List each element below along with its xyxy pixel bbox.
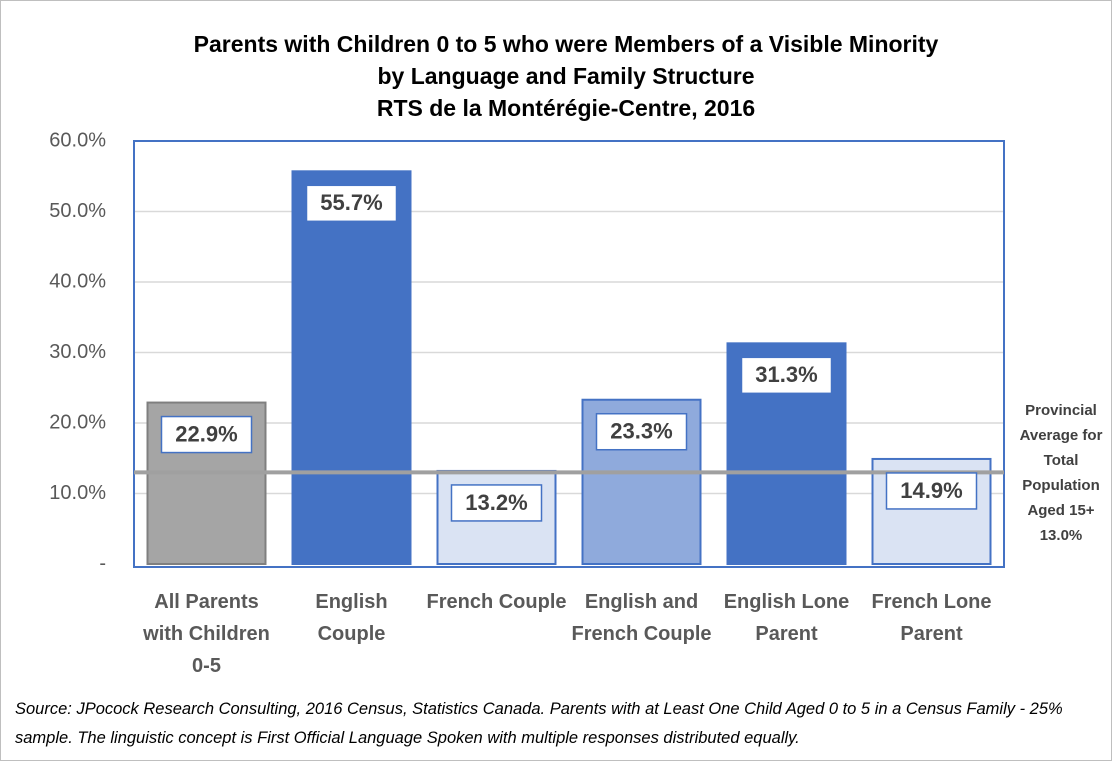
plot-area bbox=[133, 140, 1005, 568]
y-tick-label: 50.0% bbox=[49, 200, 106, 222]
reference-text: Provincial Average for Total Population … bbox=[1019, 402, 1103, 519]
reference-annotation: Provincial Average for Total Population … bbox=[1009, 398, 1111, 548]
y-tick-label: - bbox=[99, 552, 106, 574]
reference-value: 13.0% bbox=[1039, 527, 1083, 544]
chart-title: Parents with Children 0 to 5 who were Me… bbox=[194, 31, 939, 57]
value-label-box bbox=[885, 472, 978, 510]
value-label: 31.3% bbox=[755, 362, 817, 387]
value-label-box bbox=[740, 356, 833, 395]
y-tick-label: 60.0% bbox=[49, 129, 106, 151]
value-label-box bbox=[595, 412, 688, 451]
value-label-box bbox=[305, 184, 398, 223]
chart-title: by Language and Family Structure bbox=[377, 63, 754, 89]
x-tick-label: English Lone Parent bbox=[723, 591, 850, 645]
value-label: 13.2% bbox=[465, 490, 527, 515]
value-label-box bbox=[160, 415, 253, 454]
y-tick-label: 20.0% bbox=[49, 411, 106, 433]
y-tick-label: 10.0% bbox=[49, 482, 106, 504]
bar bbox=[291, 170, 412, 565]
y-tick-label: 30.0% bbox=[49, 341, 106, 363]
x-tick-label: English and French Couple bbox=[571, 591, 712, 645]
x-tick-label: French Couple bbox=[426, 591, 567, 613]
value-label-box bbox=[450, 484, 543, 522]
source-note: Source: JPocock Research Consulting, 201… bbox=[15, 700, 1063, 747]
x-tick-label: All Parents with Children 0-5 bbox=[143, 591, 270, 677]
value-label: 22.9% bbox=[175, 421, 237, 446]
chart-title: RTS de la Montérégie-Centre, 2016 bbox=[377, 95, 755, 121]
y-tick-label: 40.0% bbox=[49, 270, 106, 292]
x-tick-label: French Lone Parent bbox=[871, 591, 992, 645]
value-label: 14.9% bbox=[900, 478, 962, 503]
x-tick-label: English Couple bbox=[315, 591, 388, 645]
value-label: 55.7% bbox=[320, 190, 382, 215]
value-label: 23.3% bbox=[610, 419, 672, 444]
